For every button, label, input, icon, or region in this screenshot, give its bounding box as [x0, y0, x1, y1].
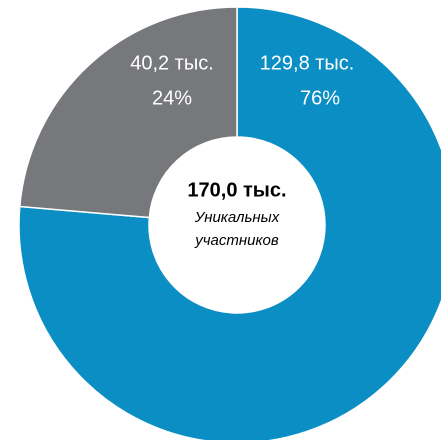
center-sublabel: Уникальных — [194, 209, 280, 226]
percent-label: 24% — [152, 87, 192, 109]
value-label: 40,2 тыс. — [130, 52, 214, 74]
slices — [18, 6, 441, 440]
value-label: 129,8 тыс. — [260, 52, 355, 74]
slice — [18, 6, 238, 219]
percent-label: 76% — [300, 87, 340, 109]
center-sublabel: участников — [194, 232, 279, 249]
center-label: 170,0 тыс. — [187, 179, 286, 201]
slice — [18, 6, 441, 440]
